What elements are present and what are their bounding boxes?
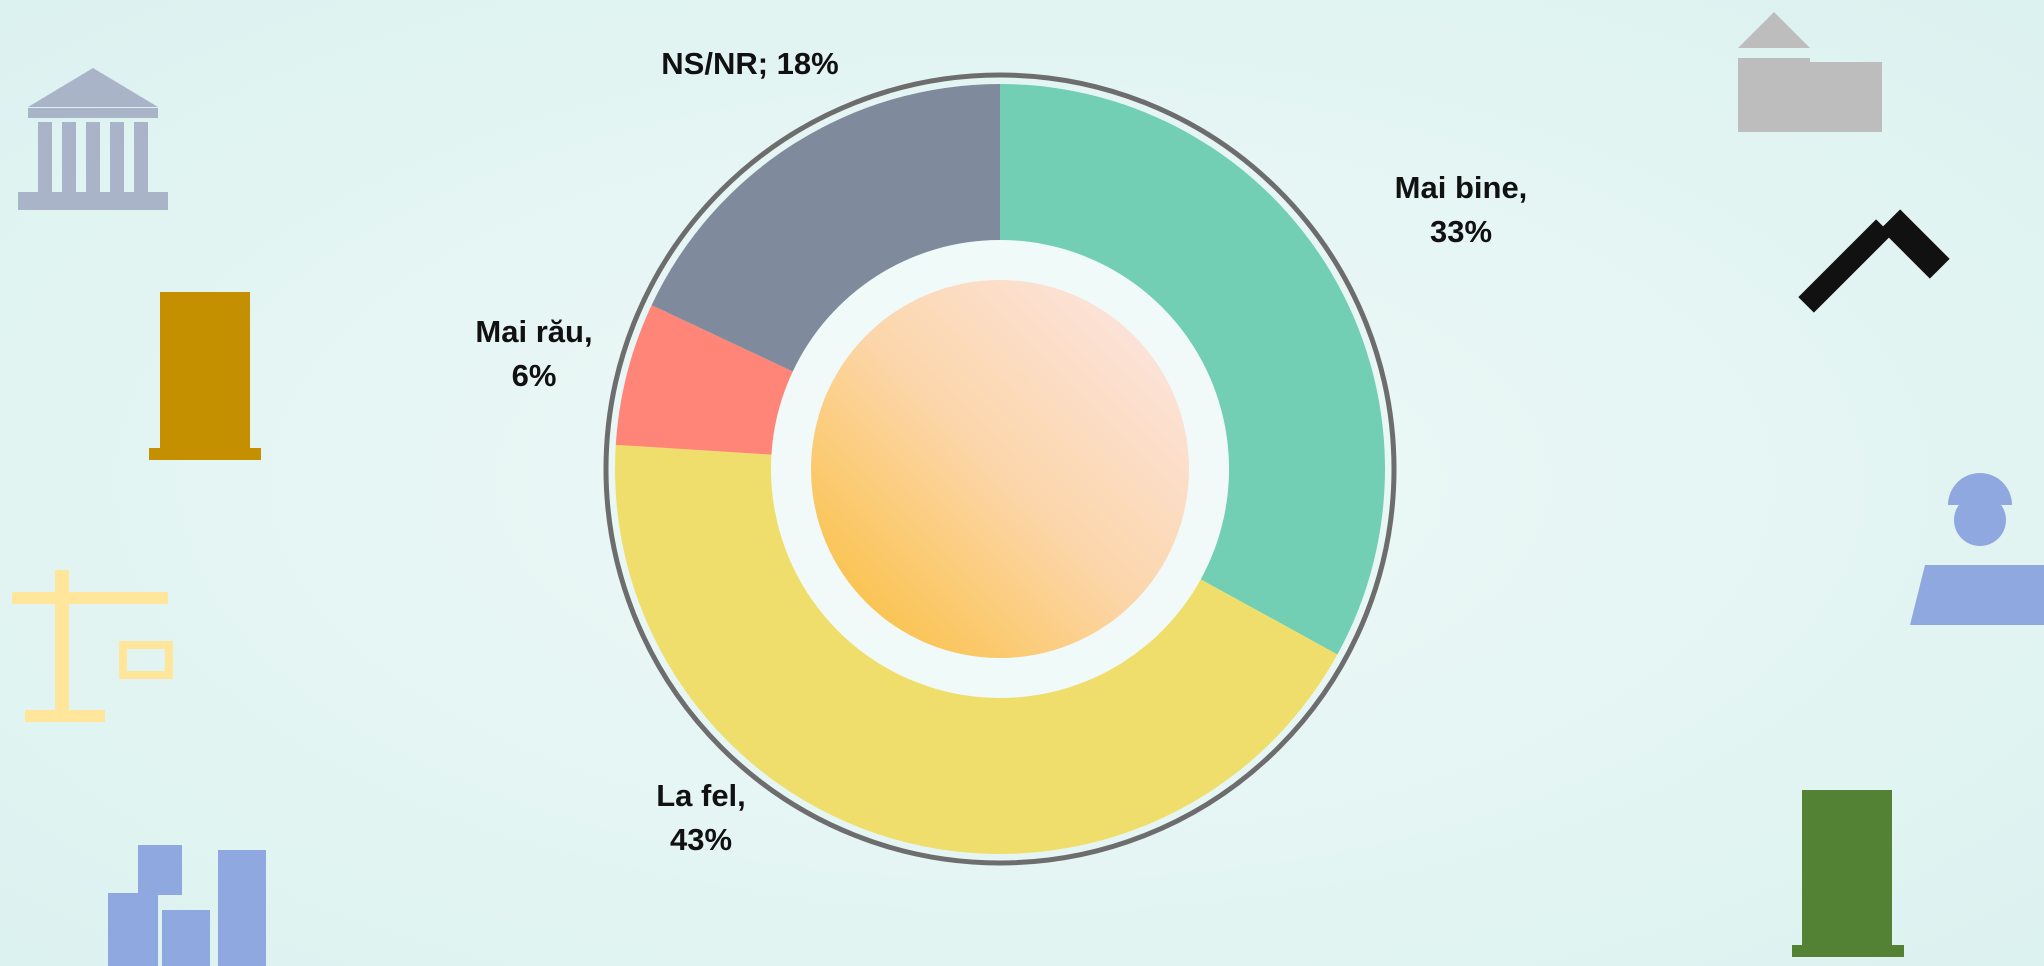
outer-ring bbox=[603, 72, 1397, 866]
donut-slice bbox=[651, 84, 1000, 372]
donut-slice bbox=[1000, 84, 1385, 655]
inner-core bbox=[811, 280, 1189, 658]
inner-ring bbox=[771, 240, 1229, 698]
donut-slice bbox=[615, 305, 793, 455]
data-label: Mai bine, 33% bbox=[1395, 170, 1528, 249]
data-label: NS/NR; 18% bbox=[661, 46, 838, 81]
decorative-icons bbox=[12, 12, 2044, 966]
data-label: Mai rău, 6% bbox=[475, 314, 592, 393]
data-label: La fel, 43% bbox=[656, 778, 746, 857]
donut-slice bbox=[615, 444, 1338, 854]
